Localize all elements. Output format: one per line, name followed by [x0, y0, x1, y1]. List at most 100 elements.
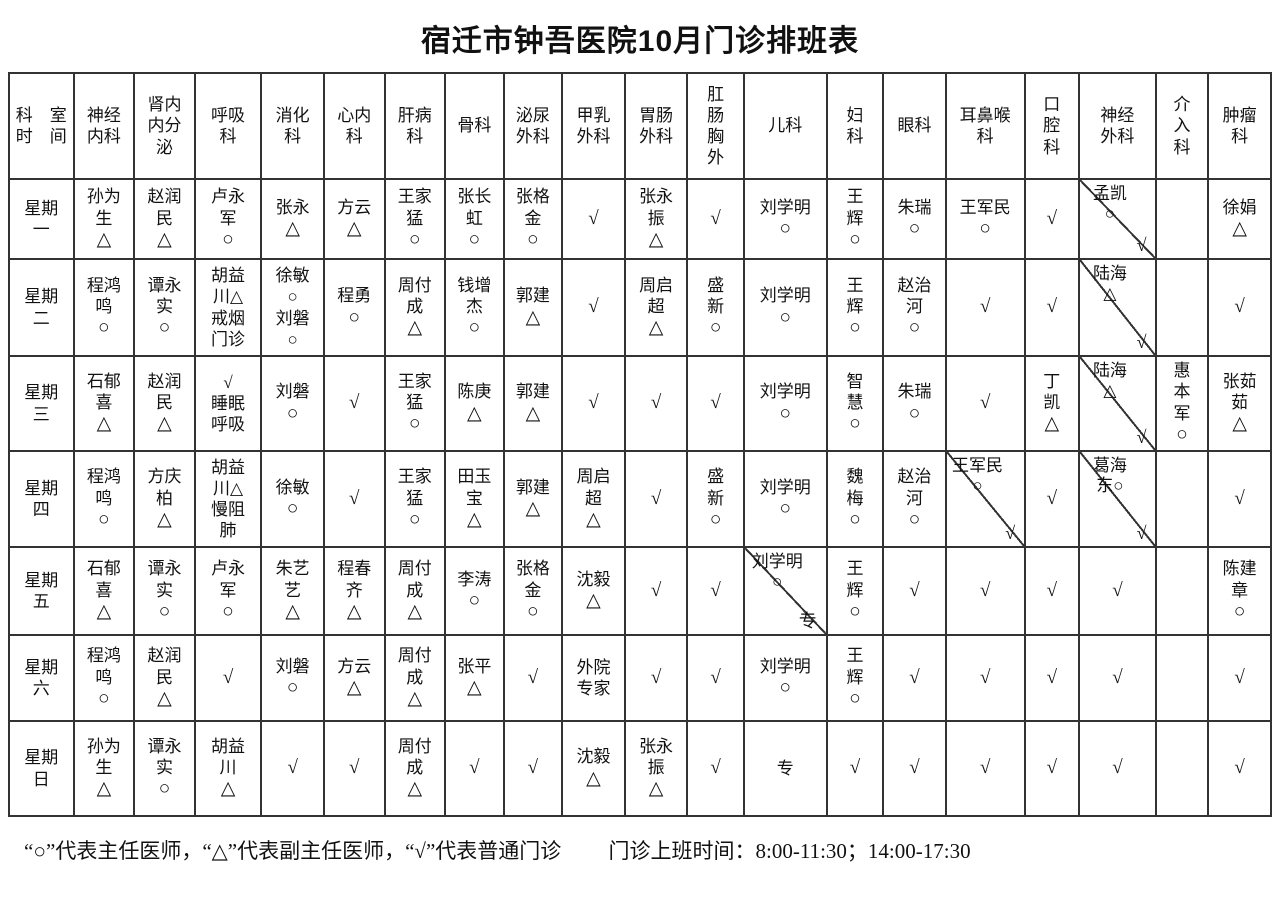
dept-header-line: 神经 [86, 105, 121, 125]
dept-header-line: 胸 [707, 127, 725, 146]
split-top-line: 陆海 [1092, 264, 1127, 283]
schedule-cell: √ [1023, 634, 1081, 722]
cell-name-line: 河 [906, 488, 923, 508]
split-cell-bottom: 专 [798, 611, 817, 631]
split-cell-top: 葛海 东○ [1081, 456, 1140, 497]
cell-name-line: 鸣 [95, 297, 113, 317]
dept-header-line: 耳鼻喉 [959, 105, 1011, 125]
schedule-cell: √ [1023, 720, 1081, 817]
schedule-cell: 周付成 △ [383, 546, 447, 636]
dept-header-line: 科 [846, 127, 864, 146]
cell-name-line: √ [223, 372, 233, 392]
schedule-cell: 程春齐 △ [322, 546, 386, 636]
schedule-cell: 王家猛 ○ [383, 355, 447, 452]
cell-name-line: 钱增 [457, 275, 492, 295]
schedule-cell: 王辉 ○ [825, 258, 885, 357]
cell-name-line: 卢永 [211, 559, 246, 579]
schedule-row: 星期一孙为生 △ 赵润民 △ 卢永军 ○ 张永 △ 方云 △ 王家猛 ○ 张长虹 ○ 张格金 ○ √ 张永振 △ √ 刘… [8, 178, 1272, 260]
schedule-cell: 惠本军 ○ [1154, 355, 1210, 452]
schedule-cell: √ [686, 720, 745, 817]
cell-rank-mark: ○ [222, 228, 234, 250]
cell-rank-mark: √ [349, 487, 360, 509]
dept-header-line: 内科 [86, 127, 121, 146]
cell-rank-mark: △ [346, 218, 362, 240]
split-cell-bottom: √ [1136, 235, 1147, 255]
schedule-cell: 张格金 ○ [502, 178, 564, 260]
cell-name-line: 慢阻 [211, 500, 246, 519]
schedule-cell: √ [944, 258, 1026, 357]
dept-header-line: 肝病 [397, 105, 432, 125]
schedule-cell: 王家猛 ○ [383, 450, 447, 548]
cell-rank-mark: △ [157, 687, 172, 709]
cell-name-line: 石郁 [86, 559, 121, 579]
cell-name-line: 徐娟 [1222, 197, 1257, 217]
cell-name-line: 川△ [213, 287, 244, 307]
schedule-cell: 张永振 △ [623, 178, 689, 260]
cell-name-line: 慧 [846, 393, 864, 413]
schedule-cell: 李涛 ○ [444, 546, 505, 636]
schedule-cell: 谭永实 ○ [133, 720, 196, 817]
schedule-cell: √ [686, 634, 745, 722]
schedule-cell: 刘磐 ○ [260, 355, 325, 452]
dept-header-line: 入 [1173, 116, 1191, 136]
dept-header-line: 科 [1043, 137, 1061, 157]
cell-rank-mark: √ [710, 757, 721, 779]
cell-name-line: 刘学明 [759, 286, 811, 306]
schedule-cell: 赵润民 △ [133, 178, 196, 260]
day-header-line: 星期 [24, 748, 59, 768]
cell-name-line: 谭永 [147, 736, 182, 756]
cell-rank-mark: √ [588, 392, 599, 414]
cell-name-line: 周启 [639, 275, 674, 295]
cell-rank-mark: ○ [779, 218, 792, 240]
cell-rank-mark: ○ [98, 317, 110, 339]
schedule-cell: 郭建 △ [502, 258, 564, 357]
day-header-line: 六 [32, 679, 50, 698]
schedule-cell: √ [1207, 258, 1272, 357]
cell-name-line: 张格 [515, 559, 550, 579]
cell-name-line: 孙为 [86, 736, 121, 756]
split-top-line: △ [1103, 284, 1117, 304]
cell-name-line: 周付 [397, 559, 432, 579]
cell-rank-mark: √ [1046, 757, 1057, 779]
schedule-cell: 陈庚 △ [444, 355, 505, 452]
cell-rank-mark: √ [469, 757, 480, 779]
schedule-cell: √ [444, 720, 505, 817]
header-row: 科 室 时 间 神经 内科 肾内 内分泌呼吸科消化科心内科肝病科骨科 泌尿 外科 甲乳 外科胃… [8, 72, 1272, 180]
cell-name-line: 方云 [337, 197, 372, 217]
cell-rank-mark: ○ [779, 498, 792, 520]
cell-name-line: 张长 [457, 187, 492, 207]
cell-name-line: 赵润 [147, 187, 182, 207]
cell-rank-mark: ○ [222, 600, 234, 622]
schedule-cell: √ [193, 634, 263, 722]
cell-name-line: 川△ [213, 478, 244, 498]
cell-name-line: 张永 [275, 197, 310, 217]
cell-name-line: 超 [584, 488, 602, 508]
cell-rank-mark: √ [650, 579, 662, 601]
cell-name-line: 赵润 [147, 646, 182, 666]
day-header: 星期六 [8, 634, 75, 722]
schedule-cell: 程鸿鸣 ○ [72, 258, 136, 357]
schedule-row: 星期日孙为生 △ 谭永实 ○ 胡益川 △ √ √ 周付成 △ √ √ 沈毅 △ 张永振 △ √ 专 √ √ √ √ √ √ [8, 720, 1272, 817]
cell-name-line: 喜 [95, 580, 113, 600]
day-header: 星期一 [8, 178, 75, 260]
schedule-cell: √ [882, 546, 947, 636]
cell-rank-mark: √ [527, 666, 539, 688]
cell-name-line: 胡益 [211, 457, 246, 477]
schedule-cell: 徐敏 ○ 刘磐 ○ [260, 258, 325, 357]
schedule-cell: √ [1023, 546, 1081, 636]
schedule-cell: 程鸿鸣 ○ [72, 634, 136, 722]
dept-header: 儿科 [742, 72, 828, 180]
schedule-row: 星期四程鸿鸣 ○ 方庆柏 △ 胡益 川△ 慢阻肺徐敏 ○ √ 王家猛 ○ 田玉宝 △ 郭建 △ 周启超 △ √ 盛新… [8, 450, 1272, 548]
schedule-cell: √ [1207, 720, 1272, 817]
cell-name-line: 振 [647, 758, 665, 778]
schedule-cell: 孟凯 ○ √ [1078, 178, 1157, 260]
cell-name-line: 王家 [397, 187, 432, 207]
cell-name-line: 军 [219, 208, 237, 228]
cell-name-line: 程春 [337, 559, 372, 579]
schedule-cell: √ [944, 546, 1026, 636]
schedule-cell: 孙为生 △ [72, 178, 136, 260]
split-top-line: ○ [772, 572, 783, 592]
cell-name-line: 振 [647, 208, 665, 228]
cell-name-line: 专家 [576, 679, 611, 698]
